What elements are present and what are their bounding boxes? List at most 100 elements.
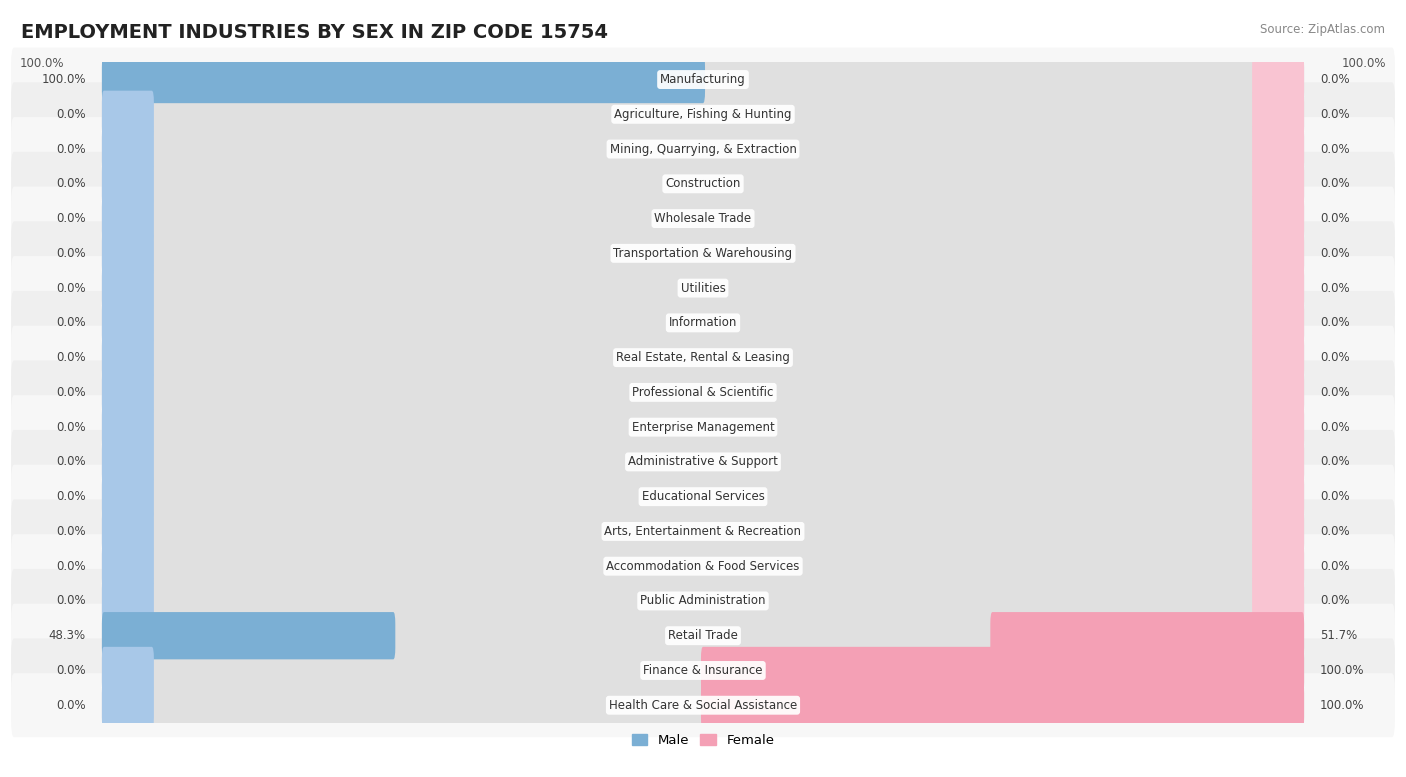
Text: 0.0%: 0.0% (1320, 351, 1350, 364)
FancyBboxPatch shape (11, 361, 1395, 424)
FancyBboxPatch shape (101, 125, 153, 172)
Text: Construction: Construction (665, 177, 741, 190)
FancyBboxPatch shape (101, 264, 153, 312)
FancyBboxPatch shape (1253, 369, 1305, 416)
Text: 0.0%: 0.0% (56, 664, 86, 677)
Legend: Male, Female: Male, Female (626, 729, 780, 752)
FancyBboxPatch shape (101, 681, 153, 729)
Text: 0.0%: 0.0% (1320, 316, 1350, 329)
FancyBboxPatch shape (101, 230, 1305, 277)
FancyBboxPatch shape (101, 160, 1305, 207)
Text: 0.0%: 0.0% (56, 142, 86, 155)
FancyBboxPatch shape (11, 256, 1395, 320)
Text: 0.0%: 0.0% (1320, 455, 1350, 469)
FancyBboxPatch shape (1253, 438, 1305, 486)
FancyBboxPatch shape (1253, 473, 1305, 521)
FancyBboxPatch shape (101, 438, 153, 486)
FancyBboxPatch shape (1253, 125, 1305, 172)
Text: 0.0%: 0.0% (1320, 142, 1350, 155)
Text: 100.0%: 100.0% (1341, 57, 1386, 70)
FancyBboxPatch shape (11, 500, 1395, 563)
Text: 100.0%: 100.0% (20, 57, 65, 70)
FancyBboxPatch shape (101, 542, 1305, 590)
FancyBboxPatch shape (11, 47, 1395, 112)
FancyBboxPatch shape (101, 160, 153, 207)
Text: Source: ZipAtlas.com: Source: ZipAtlas.com (1260, 23, 1385, 37)
Text: 0.0%: 0.0% (1320, 559, 1350, 573)
Text: 0.0%: 0.0% (1320, 281, 1350, 294)
Text: 0.0%: 0.0% (1320, 594, 1350, 608)
FancyBboxPatch shape (1253, 299, 1305, 347)
FancyBboxPatch shape (101, 91, 1305, 138)
Text: Transportation & Warehousing: Transportation & Warehousing (613, 247, 793, 260)
Text: 51.7%: 51.7% (1320, 629, 1357, 643)
FancyBboxPatch shape (1253, 264, 1305, 312)
Text: Health Care & Social Assistance: Health Care & Social Assistance (609, 699, 797, 712)
Text: Mining, Quarrying, & Extraction: Mining, Quarrying, & Extraction (610, 142, 796, 155)
Text: Educational Services: Educational Services (641, 490, 765, 503)
Text: 0.0%: 0.0% (56, 108, 86, 120)
FancyBboxPatch shape (11, 639, 1395, 702)
Text: 0.0%: 0.0% (56, 212, 86, 225)
FancyBboxPatch shape (1253, 508, 1305, 555)
FancyBboxPatch shape (101, 369, 1305, 416)
FancyBboxPatch shape (101, 681, 1305, 729)
Text: Utilities: Utilities (681, 281, 725, 294)
FancyBboxPatch shape (101, 230, 153, 277)
FancyBboxPatch shape (101, 195, 153, 242)
Text: 0.0%: 0.0% (1320, 177, 1350, 190)
FancyBboxPatch shape (11, 326, 1395, 389)
FancyBboxPatch shape (11, 604, 1395, 667)
FancyBboxPatch shape (101, 438, 1305, 486)
FancyBboxPatch shape (11, 395, 1395, 459)
FancyBboxPatch shape (101, 369, 153, 416)
Text: Manufacturing: Manufacturing (661, 73, 745, 86)
FancyBboxPatch shape (990, 612, 1305, 660)
FancyBboxPatch shape (101, 299, 1305, 347)
FancyBboxPatch shape (11, 673, 1395, 737)
FancyBboxPatch shape (1253, 195, 1305, 242)
FancyBboxPatch shape (101, 473, 1305, 521)
FancyBboxPatch shape (101, 508, 1305, 555)
Text: 0.0%: 0.0% (1320, 386, 1350, 399)
Text: 0.0%: 0.0% (1320, 212, 1350, 225)
Text: 0.0%: 0.0% (1320, 420, 1350, 434)
FancyBboxPatch shape (101, 334, 153, 382)
Text: Professional & Scientific: Professional & Scientific (633, 386, 773, 399)
Text: 0.0%: 0.0% (56, 351, 86, 364)
Text: 0.0%: 0.0% (56, 386, 86, 399)
Text: 0.0%: 0.0% (56, 559, 86, 573)
Text: Agriculture, Fishing & Hunting: Agriculture, Fishing & Hunting (614, 108, 792, 120)
Text: Accommodation & Food Services: Accommodation & Food Services (606, 559, 800, 573)
Text: Wholesale Trade: Wholesale Trade (654, 212, 752, 225)
FancyBboxPatch shape (1253, 403, 1305, 451)
FancyBboxPatch shape (11, 82, 1395, 146)
FancyBboxPatch shape (11, 221, 1395, 285)
FancyBboxPatch shape (101, 542, 153, 590)
Text: Finance & Insurance: Finance & Insurance (644, 664, 762, 677)
Text: 0.0%: 0.0% (1320, 73, 1350, 86)
FancyBboxPatch shape (101, 508, 153, 555)
Text: 48.3%: 48.3% (49, 629, 86, 643)
FancyBboxPatch shape (1253, 542, 1305, 590)
FancyBboxPatch shape (1253, 91, 1305, 138)
FancyBboxPatch shape (11, 152, 1395, 216)
FancyBboxPatch shape (101, 646, 153, 694)
FancyBboxPatch shape (11, 430, 1395, 494)
FancyBboxPatch shape (101, 334, 1305, 382)
FancyBboxPatch shape (11, 117, 1395, 181)
FancyBboxPatch shape (101, 577, 1305, 625)
Text: 0.0%: 0.0% (1320, 490, 1350, 503)
FancyBboxPatch shape (101, 56, 704, 103)
FancyBboxPatch shape (101, 299, 153, 347)
Text: 100.0%: 100.0% (1320, 664, 1365, 677)
FancyBboxPatch shape (11, 535, 1395, 598)
Text: EMPLOYMENT INDUSTRIES BY SEX IN ZIP CODE 15754: EMPLOYMENT INDUSTRIES BY SEX IN ZIP CODE… (21, 23, 607, 42)
Text: 100.0%: 100.0% (1320, 699, 1365, 712)
Text: 0.0%: 0.0% (56, 594, 86, 608)
Text: 0.0%: 0.0% (56, 247, 86, 260)
Text: 0.0%: 0.0% (1320, 108, 1350, 120)
FancyBboxPatch shape (101, 125, 1305, 172)
Text: Retail Trade: Retail Trade (668, 629, 738, 643)
Text: 0.0%: 0.0% (1320, 247, 1350, 260)
